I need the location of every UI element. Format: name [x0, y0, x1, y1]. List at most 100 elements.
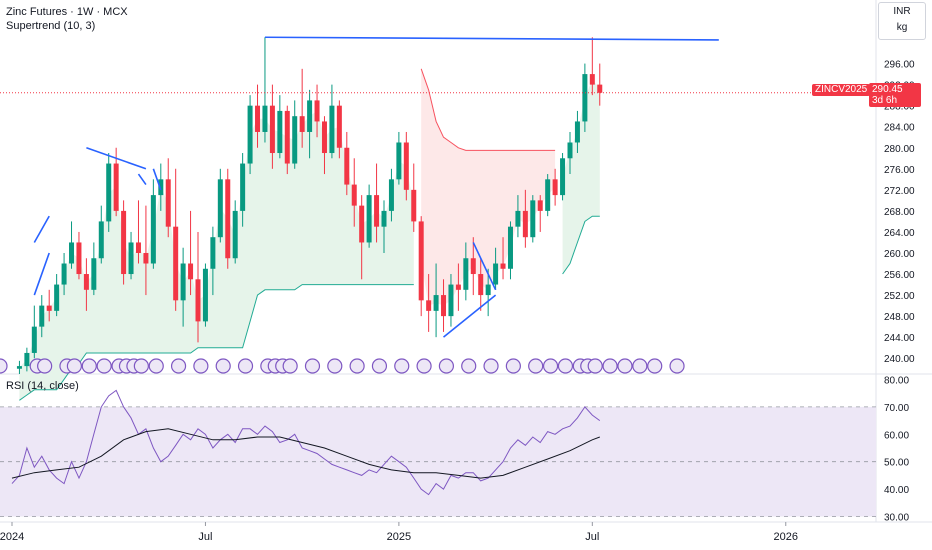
event-marker-icon[interactable]: [37, 358, 53, 374]
event-marker-icon[interactable]: [602, 358, 618, 374]
candle-body: [329, 105, 335, 154]
event-marker-icon[interactable]: [96, 358, 112, 374]
event-marker-icon[interactable]: [327, 358, 343, 374]
event-marker-icon[interactable]: [148, 358, 164, 374]
candle-body: [351, 184, 357, 206]
unit-selector[interactable]: [878, 2, 926, 40]
candle-body: [545, 179, 551, 211]
candle-body: [277, 110, 283, 154]
candle-body: [180, 263, 186, 301]
price-tick-label: 268.00: [884, 207, 915, 218]
event-marker-icon[interactable]: [647, 358, 663, 374]
candle-body: [478, 274, 484, 296]
candle-body: [463, 258, 469, 290]
candle-body: [530, 200, 536, 238]
event-marker-icon[interactable]: [237, 358, 254, 374]
trend-line: [264, 36, 719, 41]
indicator-label[interactable]: Supertrend (10, 3): [6, 20, 96, 32]
last-price-tag: 290.45 3d 6h: [869, 83, 921, 107]
candle-body: [455, 284, 461, 290]
bar-countdown: 3d 6h: [872, 95, 898, 106]
candle-body: [158, 179, 164, 196]
supertrend-down-line: [420, 68, 556, 151]
candle-body: [418, 221, 424, 301]
candle-body: [262, 105, 268, 132]
event-marker-icon[interactable]: [483, 358, 499, 374]
event-marker-icon[interactable]: [632, 358, 648, 374]
candle-body: [54, 284, 60, 311]
candle-body: [344, 147, 350, 185]
event-marker-icon[interactable]: [66, 358, 83, 374]
event-marker-icon[interactable]: [438, 358, 454, 374]
event-marker-icon[interactable]: [528, 358, 544, 374]
candle-body: [381, 210, 387, 227]
candle-body: [98, 221, 104, 259]
event-marker-icon[interactable]: [215, 358, 231, 374]
rsi-tick-label: 60.00: [884, 430, 909, 441]
candle-body: [195, 279, 201, 322]
candle-body: [24, 352, 30, 367]
event-marker-icon[interactable]: [557, 358, 574, 374]
price-tick-label: 272.00: [884, 186, 915, 197]
trend-line: [443, 294, 497, 338]
price-tick-label: 276.00: [884, 165, 915, 176]
candle-body: [150, 195, 156, 264]
event-marker-icon[interactable]: [81, 358, 97, 374]
currency-label: INR: [893, 6, 911, 17]
candle-body: [255, 105, 261, 132]
candle-body: [188, 263, 194, 280]
candle-body: [500, 263, 506, 269]
event-marker-icon[interactable]: [416, 358, 432, 374]
event-marker-icon[interactable]: [394, 358, 410, 374]
candle-body: [46, 305, 52, 311]
event-marker-icon[interactable]: [170, 358, 187, 374]
event-marker-icon[interactable]: [505, 358, 521, 374]
candle-body: [359, 205, 365, 243]
event-marker-icon[interactable]: [133, 358, 149, 374]
event-marker-icon[interactable]: [371, 358, 388, 374]
event-marker-icon[interactable]: [587, 358, 603, 374]
event-marker-icon[interactable]: [282, 358, 298, 374]
trend-line: [33, 252, 50, 296]
event-marker-icon[interactable]: [617, 358, 633, 374]
event-marker-icon[interactable]: [669, 358, 685, 374]
candle-body: [83, 274, 89, 290]
candle-body: [284, 110, 290, 164]
price-tick-label: 264.00: [884, 228, 915, 239]
last-price-value: 290.45: [872, 84, 903, 95]
rsi-label[interactable]: RSI (14, close): [6, 380, 79, 392]
event-marker-icon[interactable]: [542, 358, 559, 374]
candle-body: [314, 100, 320, 122]
candle-body: [537, 200, 543, 211]
candle-body: [411, 189, 417, 222]
candle-body: [560, 158, 566, 196]
candle-body: [448, 284, 454, 317]
price-tick-label: 252.00: [884, 291, 915, 302]
symbol-tag: ZINCV2025: [812, 84, 871, 96]
candle-body: [433, 295, 439, 311]
candle-body: [292, 116, 298, 164]
candle-body: [597, 84, 603, 93]
event-marker-icon[interactable]: [304, 358, 321, 374]
candle-body: [39, 305, 45, 327]
candle-body: [374, 195, 380, 227]
candle-body: [143, 252, 149, 264]
price-tick-label: 288.00: [884, 102, 915, 113]
event-marker-icon[interactable]: [0, 358, 8, 374]
event-marker-icon[interactable]: [349, 358, 365, 374]
candle-body: [552, 179, 558, 196]
candle-body: [121, 210, 127, 275]
candle-body: [589, 74, 595, 85]
rsi-tick-label: 70.00: [884, 403, 909, 414]
event-marker-icon[interactable]: [193, 358, 209, 374]
candle-body: [574, 121, 580, 143]
price-tick-label: 280.00: [884, 144, 915, 155]
rsi-line: [11, 389, 601, 496]
time-tick-label: Jul: [585, 531, 599, 543]
event-marker-icon[interactable]: [461, 358, 477, 374]
trend-line: [152, 168, 162, 191]
candle-body: [217, 179, 223, 238]
candle-body: [165, 179, 171, 227]
candle-body: [299, 116, 305, 132]
